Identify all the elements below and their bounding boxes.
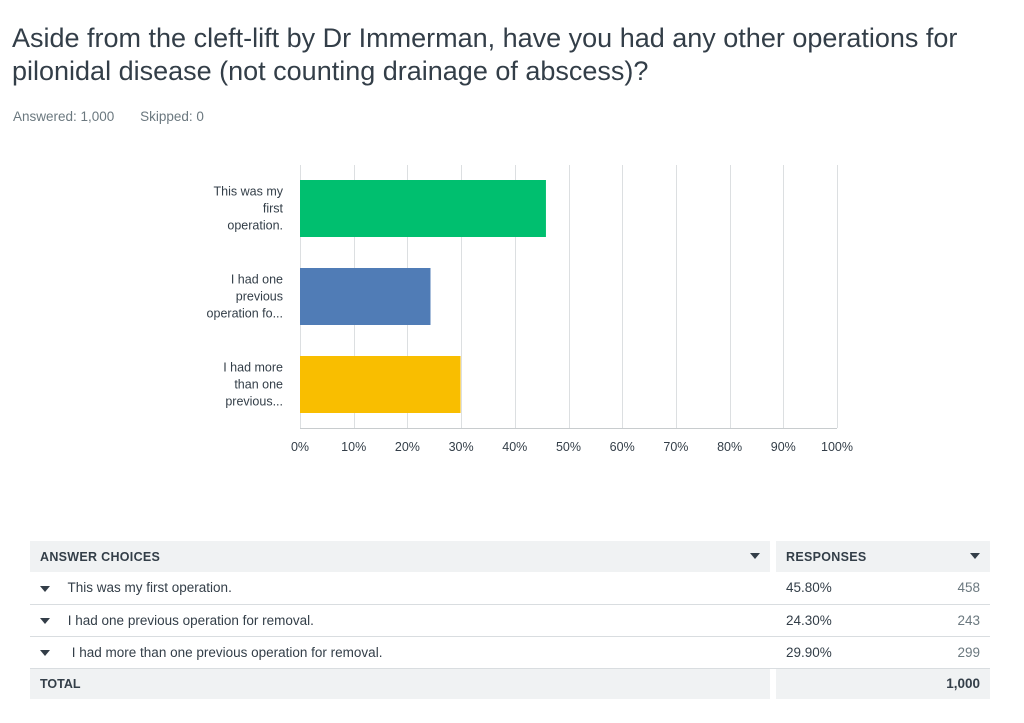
total-gap — [770, 668, 776, 699]
category-label-2: I had more than one previous... — [223, 361, 283, 409]
table-header-row: ANSWER CHOICES RESPONSES — [30, 541, 990, 572]
response-count: 458 — [957, 580, 980, 596]
answer-choice-label: I had more than one previous operation f… — [71, 644, 383, 660]
response-percent: 24.30% — [786, 612, 832, 628]
x-tick-label-2: 20% — [395, 440, 420, 454]
bar-1 — [300, 268, 431, 325]
bar-0 — [300, 180, 546, 237]
answered-count: Answered: 1,000 — [13, 109, 115, 124]
table-row: I had more than one previous operation f… — [30, 636, 990, 668]
x-tick-label-1: 10% — [341, 440, 366, 454]
total-row: TOTAL 1,000 — [30, 668, 990, 699]
expand-caret-icon[interactable] — [40, 617, 50, 624]
sort-caret-icon[interactable] — [750, 553, 760, 559]
expand-caret-icon[interactable] — [40, 649, 50, 656]
responses-table-container: ANSWER CHOICES RESPONSES This was my fir… — [30, 541, 990, 699]
response-count: 299 — [957, 644, 980, 660]
x-tick-label-7: 70% — [663, 440, 688, 454]
responses-header[interactable]: RESPONSES — [776, 541, 990, 572]
x-tick-label-0: 0% — [291, 440, 309, 454]
table-row: I had one previous operation for removal… — [30, 604, 990, 636]
answer-choice-label: I had one previous operation for removal… — [67, 612, 314, 628]
answer-choices-header-label: ANSWER CHOICES — [40, 549, 161, 564]
bar-2 — [300, 356, 461, 413]
header-gap — [770, 541, 776, 572]
bar-chart: 0% 10% 20% 30% 40% 50% 60% 70% 80% 90% 100% This wa… — [207, 165, 853, 454]
answer-choice-cell: I had more than one previous operation f… — [30, 636, 770, 668]
category-label-0: This was my first operation. — [214, 185, 284, 233]
responses-table: ANSWER CHOICES RESPONSES This was my fir… — [30, 541, 990, 699]
total-label: TOTAL — [30, 668, 770, 699]
sort-caret-icon[interactable] — [970, 553, 980, 559]
table-row: This was my first operation. 45.80% 458 — [30, 572, 990, 604]
question-title: Aside from the cleft-lift by Dr Immerman… — [12, 23, 958, 86]
answer-choice-cell: This was my first operation. — [30, 572, 770, 604]
expand-caret-icon[interactable] — [40, 585, 50, 592]
responses-header-label: RESPONSES — [786, 549, 867, 564]
answer-choice-label: This was my first operation. — [67, 580, 232, 596]
response-percent: 45.80% — [786, 580, 832, 596]
x-tick-label-4: 40% — [502, 440, 527, 454]
answer-choice-cell: I had one previous operation for removal… — [30, 604, 770, 636]
response-summary: Answered: 1,000 Skipped: 0 — [13, 109, 226, 124]
category-label-1: I had one previous operation fo... — [207, 273, 283, 321]
total-spacer — [776, 668, 894, 699]
x-tick-label-5: 50% — [556, 440, 581, 454]
response-count: 243 — [957, 612, 980, 628]
x-tick-label-3: 30% — [449, 440, 474, 454]
x-tick-label-6: 60% — [610, 440, 635, 454]
x-tick-label-10: 100% — [821, 440, 853, 454]
skipped-count: Skipped: 0 — [140, 109, 204, 124]
x-tick-label-9: 90% — [771, 440, 796, 454]
total-count: 1,000 — [893, 668, 990, 699]
x-tick-label-8: 80% — [717, 440, 742, 454]
answer-choices-header[interactable]: ANSWER CHOICES — [30, 541, 770, 572]
response-percent: 29.90% — [786, 644, 832, 660]
